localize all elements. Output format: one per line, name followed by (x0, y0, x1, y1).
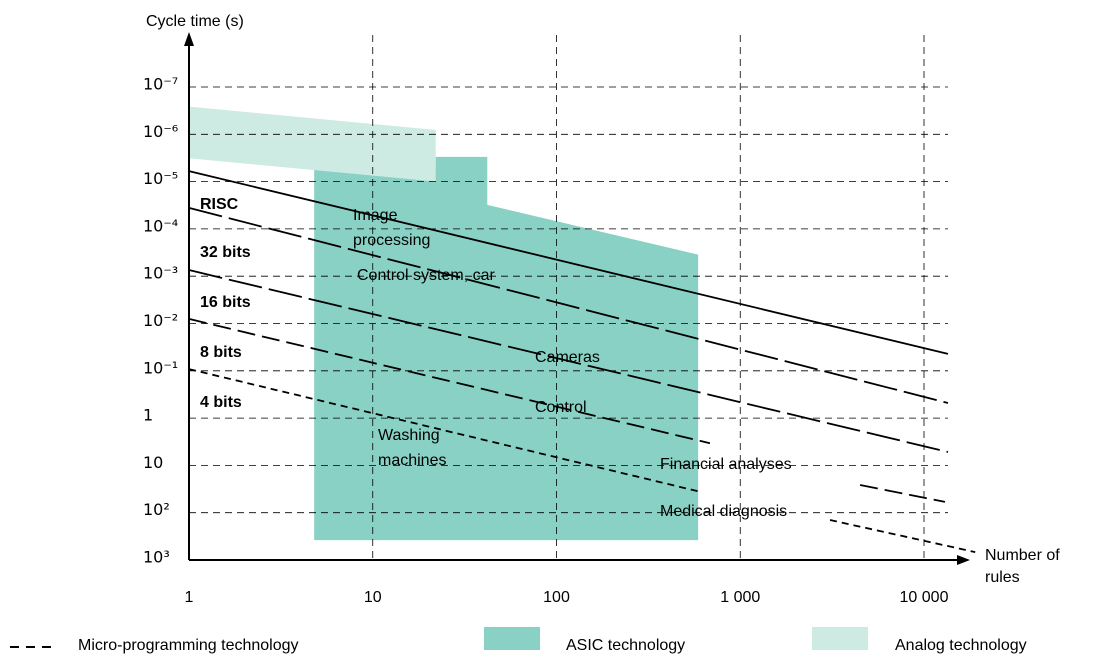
legend-label: ASIC technology (566, 637, 685, 654)
annotation: processing (353, 232, 430, 249)
annotation: Control (535, 399, 587, 416)
legend-label: Micro-programming technology (78, 637, 299, 654)
series-line (188, 269, 949, 453)
y-tick-label: 10⁻⁴ (143, 216, 178, 235)
annotation: Image (353, 207, 398, 224)
series-line (188, 368, 976, 553)
x-tick-label: 1 (185, 589, 194, 606)
series-label: RISC (200, 196, 239, 213)
y-tick-label: 10⁻¹ (143, 358, 178, 377)
legend-swatch (812, 627, 868, 650)
annotation: Washing (378, 427, 440, 444)
x-tick-label: 100 (543, 589, 570, 606)
y-tick-label: 10⁻⁵ (143, 169, 178, 188)
y-tick-label: 1 (143, 406, 153, 425)
region (189, 106, 436, 182)
x-tick-label: 10 000 (900, 589, 949, 606)
annotation: Medical diagnosis (660, 503, 787, 520)
x-axis-label: Number of (985, 547, 1060, 564)
series-label: 32 bits (200, 244, 251, 261)
y-tick-label: 10 (143, 453, 163, 472)
y-tick-label: 10² (143, 500, 170, 519)
series-label: 8 bits (200, 344, 242, 361)
x-tick-label: 10 (364, 589, 382, 606)
series-line (188, 207, 949, 404)
x-axis-label: rules (985, 569, 1020, 586)
series-label: 16 bits (200, 294, 251, 311)
series-label: 4 bits (200, 394, 242, 411)
series-line (188, 170, 949, 355)
y-tick-label: 10⁻⁶ (143, 122, 178, 141)
y-tick-label: 10³ (143, 548, 170, 567)
annotation: Cameras (535, 349, 600, 366)
annotation: machines (378, 452, 446, 469)
annotation: Financial analyses (660, 456, 792, 473)
legend-swatch (484, 627, 540, 650)
annotation: Control system, car (357, 267, 495, 284)
y-axis-arrow (184, 32, 194, 46)
y-axis-label: Cycle time (s) (146, 13, 244, 30)
region (314, 156, 699, 541)
y-tick-label: 10⁻² (143, 311, 178, 330)
x-tick-label: 1 000 (720, 589, 760, 606)
legend-label: Analog technology (895, 637, 1027, 654)
series-line (188, 318, 946, 503)
y-tick-label: 10⁻⁷ (143, 75, 178, 94)
x-axis-arrow (957, 555, 970, 565)
y-tick-label: 10⁻³ (143, 264, 178, 283)
